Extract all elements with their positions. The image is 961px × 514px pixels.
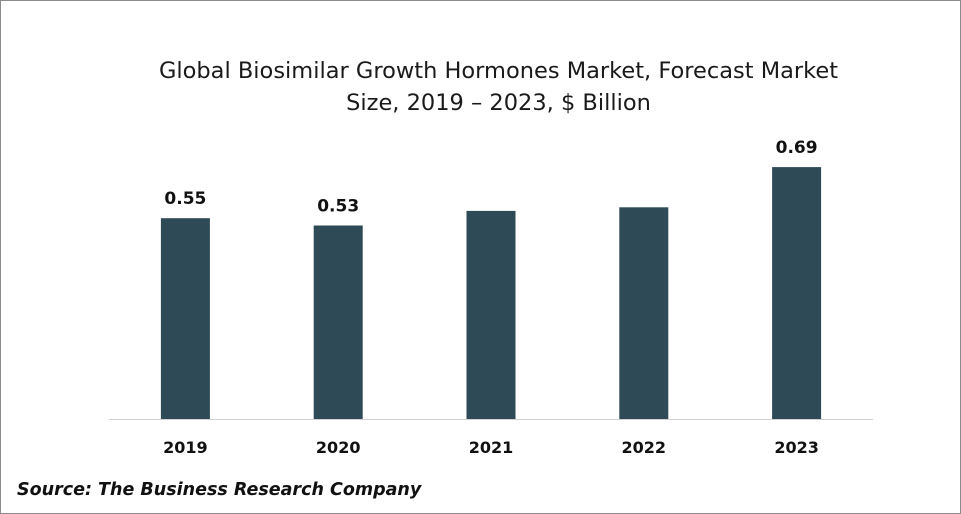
data-label-2020: 0.53 xyxy=(317,197,359,217)
bar-2023 xyxy=(772,167,822,419)
x-tick-label-2019: 2019 xyxy=(163,438,208,457)
x-tick-label-2020: 2020 xyxy=(316,438,361,457)
data-label-2019: 0.55 xyxy=(164,189,206,209)
source-note: Source: The Business Research Company xyxy=(17,480,422,500)
bar-2022 xyxy=(619,207,669,419)
chart-title: Global Biosimilar Growth Hormones Market… xyxy=(158,58,839,116)
x-tick-label-2022: 2022 xyxy=(622,438,667,457)
bar-2020 xyxy=(313,225,363,419)
x-tick-label-2023: 2023 xyxy=(774,438,819,457)
bar-2021 xyxy=(466,210,516,419)
x-tick-label-2021: 2021 xyxy=(469,438,514,457)
bar-2019 xyxy=(160,218,210,419)
data-label-2023: 0.69 xyxy=(776,138,818,158)
